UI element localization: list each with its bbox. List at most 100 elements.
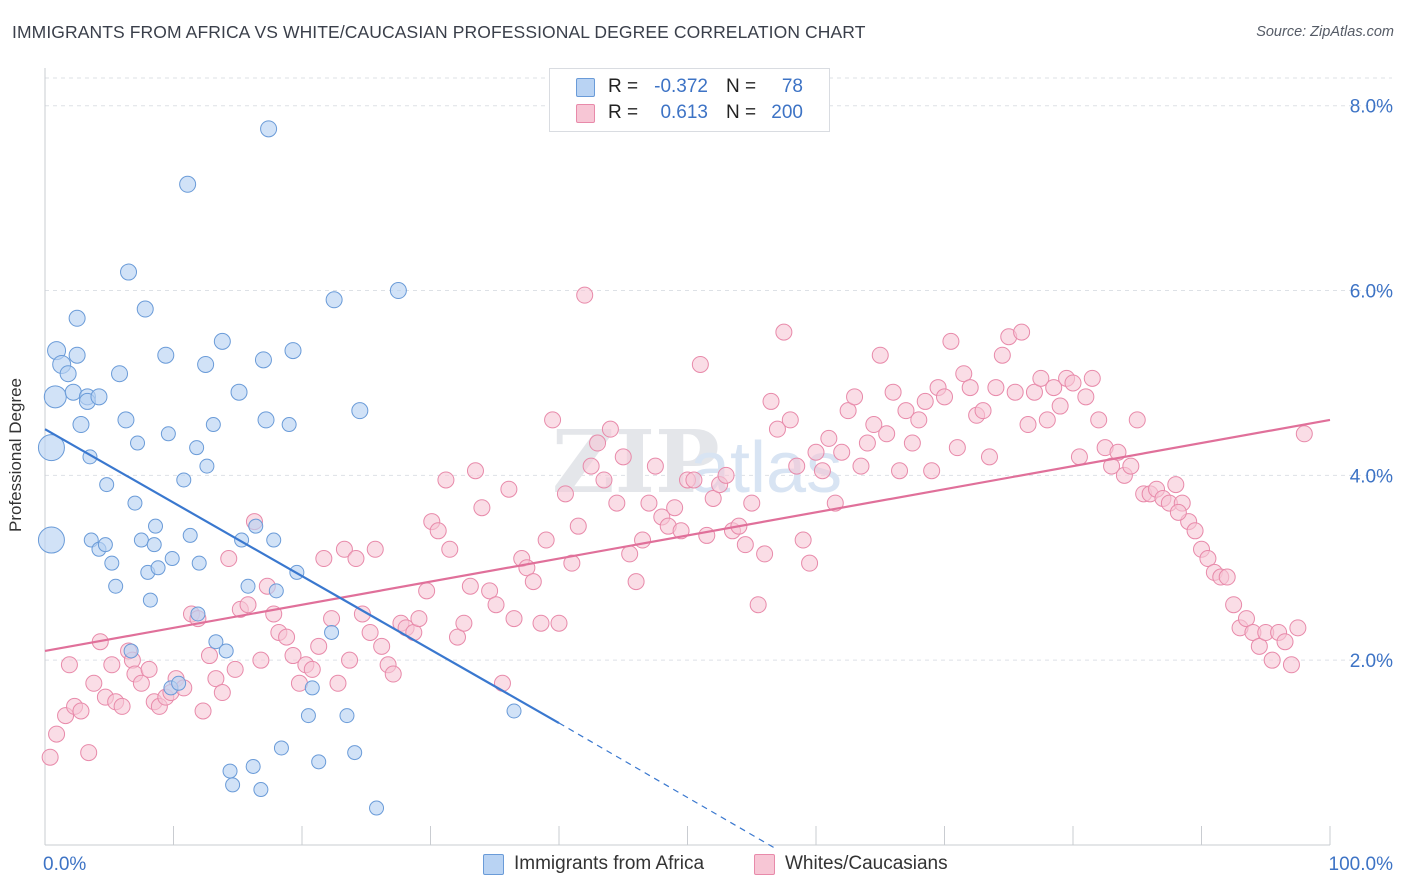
white-caucasian-point bbox=[717, 466, 735, 484]
africa-point bbox=[68, 309, 86, 327]
africa-point bbox=[197, 355, 215, 373]
white-caucasian-point bbox=[1083, 369, 1101, 387]
white-caucasian-point bbox=[666, 499, 684, 517]
white-caucasian-point bbox=[1051, 397, 1069, 415]
white-caucasian-point bbox=[200, 647, 218, 665]
y-tick-label: 8.0% bbox=[1350, 97, 1393, 118]
africa-point bbox=[179, 175, 197, 193]
white-caucasian-point bbox=[72, 702, 90, 720]
africa-point bbox=[108, 578, 124, 594]
legend-r-label: R = bbox=[608, 76, 639, 97]
white-caucasian-point bbox=[500, 480, 518, 498]
x-tick-label: 100.0% bbox=[1329, 854, 1394, 875]
africa-point bbox=[157, 346, 175, 364]
white-caucasian-point bbox=[685, 471, 703, 489]
africa-point bbox=[191, 555, 207, 571]
africa-point bbox=[325, 291, 343, 309]
white-caucasian-point bbox=[891, 462, 909, 480]
africa-point bbox=[304, 680, 320, 696]
africa-point bbox=[176, 472, 192, 488]
legend-n-label: N = bbox=[726, 102, 757, 123]
watermark-zip: ZIP bbox=[552, 412, 720, 513]
white-caucasian-point bbox=[410, 610, 428, 628]
white-caucasian-point bbox=[801, 554, 819, 572]
white-caucasian-point bbox=[213, 684, 231, 702]
africa-point bbox=[268, 583, 284, 599]
white-caucasian-point bbox=[466, 462, 484, 480]
white-caucasian-point bbox=[813, 462, 831, 480]
africa-point bbox=[281, 417, 297, 433]
africa-point bbox=[59, 365, 77, 383]
legend-label-white: Whites/Caucasians bbox=[785, 853, 948, 874]
white-caucasian-point bbox=[1006, 383, 1024, 401]
white-caucasian-point bbox=[646, 457, 664, 475]
africa-point bbox=[389, 282, 407, 300]
y-tick-label: 6.0% bbox=[1350, 282, 1393, 303]
africa-point bbox=[90, 388, 108, 406]
africa-point bbox=[248, 518, 264, 534]
white-caucasian-point bbox=[373, 637, 391, 655]
y-axis-label: Professional Degree bbox=[6, 377, 25, 533]
white-caucasian-point bbox=[1295, 425, 1313, 443]
white-caucasian-point bbox=[455, 614, 473, 632]
legend-swatch-white bbox=[754, 854, 775, 875]
white-caucasian-point bbox=[1282, 656, 1300, 674]
white-caucasian-point bbox=[194, 702, 212, 720]
white-caucasian-point bbox=[60, 656, 78, 674]
africa-trendline bbox=[44, 428, 560, 724]
white-caucasian-point bbox=[441, 540, 459, 558]
white-caucasian-point bbox=[980, 448, 998, 466]
africa-point bbox=[37, 434, 65, 462]
africa-point bbox=[164, 551, 180, 567]
africa-point bbox=[199, 458, 215, 474]
y-axis-label-wrap: Professional Degree bbox=[6, 378, 40, 532]
white-caucasian-point bbox=[704, 489, 722, 507]
white-caucasian-point bbox=[461, 577, 479, 595]
white-caucasian-point bbox=[335, 540, 353, 558]
legend-swatch-white bbox=[576, 104, 595, 123]
africa-trendline-extension bbox=[558, 722, 778, 851]
white-caucasian-point bbox=[794, 531, 812, 549]
white-caucasian-point bbox=[524, 573, 542, 591]
africa-point bbox=[111, 365, 129, 383]
africa-point bbox=[218, 643, 234, 659]
white-caucasian-point bbox=[601, 420, 619, 438]
white-caucasian-point bbox=[1064, 374, 1082, 392]
africa-point bbox=[160, 426, 176, 442]
legend-swatch-africa bbox=[483, 854, 504, 875]
white-caucasian-point bbox=[48, 725, 66, 743]
africa-point bbox=[369, 800, 385, 816]
white-caucasian-point bbox=[897, 402, 915, 420]
white-caucasian-point bbox=[252, 651, 270, 669]
white-caucasian-point bbox=[910, 411, 928, 429]
white-caucasian-point bbox=[595, 471, 613, 489]
white-caucasian-point bbox=[544, 411, 562, 429]
africa-point bbox=[213, 332, 231, 350]
white-caucasian-point bbox=[487, 596, 505, 614]
africa-point bbox=[133, 532, 149, 548]
white-caucasian-point bbox=[955, 365, 973, 383]
x-tick-label: 0.0% bbox=[43, 854, 86, 875]
white-caucasian-point bbox=[749, 596, 767, 614]
white-caucasian-point bbox=[1032, 369, 1050, 387]
africa-point bbox=[230, 383, 248, 401]
white-caucasian-point bbox=[1263, 651, 1281, 669]
legend-label-africa: Immigrants from Africa bbox=[514, 853, 705, 874]
white-caucasian-point bbox=[361, 623, 379, 641]
white-caucasian-point bbox=[820, 429, 838, 447]
white-caucasian-point bbox=[987, 379, 1005, 397]
africa-point bbox=[205, 417, 221, 433]
white-caucasian-point bbox=[532, 614, 550, 632]
white-caucasian-trendline bbox=[44, 418, 1331, 653]
africa-point bbox=[99, 477, 115, 493]
africa-point bbox=[225, 777, 241, 793]
white-caucasian-point bbox=[974, 402, 992, 420]
white-caucasian-point bbox=[429, 522, 447, 540]
africa-point bbox=[146, 537, 162, 553]
africa-point bbox=[254, 351, 272, 369]
white-caucasian-point bbox=[846, 388, 864, 406]
white-caucasian-point bbox=[691, 355, 709, 373]
white-caucasian-point bbox=[341, 651, 359, 669]
white-caucasian-point bbox=[839, 402, 857, 420]
